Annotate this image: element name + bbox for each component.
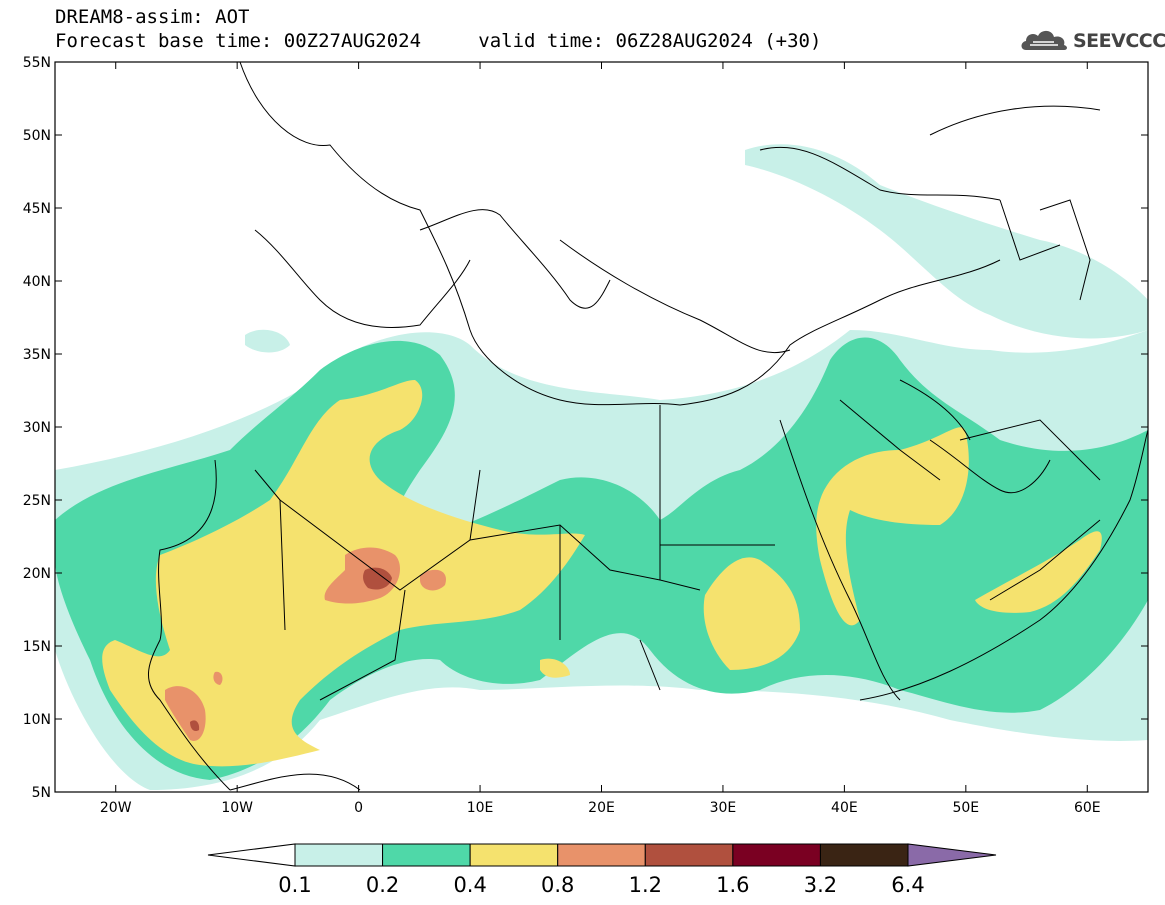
axis-ticks	[55, 61, 1148, 793]
aot-field	[55, 62, 1148, 791]
lat-label: 50N	[23, 128, 51, 144]
colorbar-high-arrow	[907, 843, 997, 867]
colorbar-label: 0.8	[541, 873, 574, 897]
colorbar-bin	[644, 843, 734, 867]
forecast-times: Forecast base time: 00Z27AUG2024 valid t…	[55, 30, 821, 52]
colorbar-label: 6.4	[891, 873, 924, 897]
lat-label: 35N	[23, 347, 51, 363]
longitude-labels: 20W 10W 0 10E 20E 30E 40E 50E 60E	[100, 800, 1101, 816]
latitude-labels: 55N 50N 45N 40N 35N 30N 25N 20N 15N 10N 5N	[23, 55, 51, 801]
lon-label: 20E	[588, 800, 615, 816]
lat-label: 25N	[23, 493, 51, 509]
colorbar-bin	[294, 843, 384, 867]
lat-label: 10N	[23, 712, 51, 728]
valid-time: valid time: 06Z28AUG2024 (+30)	[478, 30, 822, 52]
colorbar	[207, 843, 997, 867]
lon-label: 10W	[221, 800, 253, 816]
lon-label: 10E	[467, 800, 494, 816]
colorbar-label: 0.4	[453, 873, 486, 897]
colorbar-label: 3.2	[804, 873, 837, 897]
lon-label: 30E	[710, 800, 737, 816]
lat-label: 15N	[23, 639, 51, 655]
lat-label: 45N	[23, 201, 51, 217]
lat-label: 55N	[23, 55, 51, 71]
colorbar-label: 0.1	[278, 873, 311, 897]
lon-label: 0	[354, 800, 363, 816]
seevccc-logo: SEEVCCC	[1018, 26, 1165, 56]
colorbar-bin	[469, 843, 559, 867]
lat-label: 20N	[23, 566, 51, 582]
colorbar-bin	[382, 843, 471, 867]
cloud-icon	[1021, 30, 1067, 50]
lat-label: 5N	[32, 785, 51, 801]
map-title: DREAM8-assim: AOT	[55, 6, 250, 28]
colorbar-label: 0.2	[366, 873, 399, 897]
colorbar-label: 1.2	[629, 873, 662, 897]
colorbar-bin	[819, 843, 909, 867]
lon-label: 50E	[952, 800, 979, 816]
base-time: Forecast base time: 00Z27AUG2024	[55, 30, 422, 52]
lat-label: 30N	[23, 420, 51, 436]
lon-label: 20W	[100, 800, 132, 816]
lon-label: 60E	[1074, 800, 1101, 816]
colorbar-bin	[557, 843, 646, 867]
lon-label: 40E	[831, 800, 858, 816]
colorbar-labels: 0.1 0.2 0.4 0.8 1.2 1.6 3.2 6.4	[278, 873, 924, 897]
lat-label: 40N	[23, 274, 51, 290]
logo-text: SEEVCCC	[1073, 30, 1165, 52]
colorbar-low-arrow	[207, 843, 296, 867]
colorbar-bin	[732, 843, 821, 867]
colorbar-label: 1.6	[716, 873, 749, 897]
